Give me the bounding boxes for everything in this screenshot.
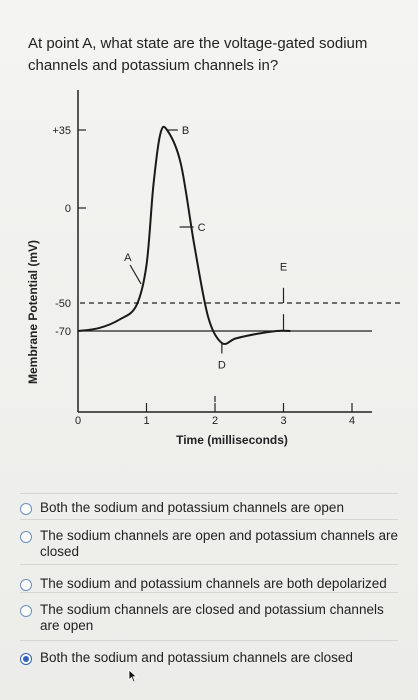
radio-selected-icon[interactable] — [20, 653, 32, 665]
answer-option-4[interactable]: The sodium channels are closed and potas… — [20, 602, 400, 634]
y-tick-label: -70 — [55, 326, 71, 338]
answer-option-label: The sodium channels are open and potassi… — [40, 528, 398, 559]
y-tick-label: -50 — [55, 298, 71, 310]
x-tick-label: 3 — [280, 415, 286, 427]
mouse-cursor-icon — [128, 669, 138, 683]
answer-option-5[interactable]: Both the sodium and potassium channels a… — [20, 650, 400, 666]
radio-unselected-icon[interactable] — [20, 503, 32, 515]
action-potential-curve — [77, 125, 291, 346]
option-divider — [20, 640, 398, 641]
question-text: At point A, what state are the voltage-g… — [28, 35, 368, 74]
answer-option-label: The sodium channels are closed and potas… — [40, 602, 384, 633]
answer-option-label: Both the sodium and potassium channels a… — [40, 500, 344, 515]
radio-unselected-icon[interactable] — [20, 531, 32, 543]
x-tick-label: 4 — [349, 415, 355, 427]
point-label-d: D — [218, 360, 226, 372]
option-divider — [20, 519, 398, 520]
answer-option-label: The sodium and potassium channels are bo… — [40, 576, 387, 591]
option-divider — [20, 493, 398, 494]
x-tick-label: 2 — [212, 415, 218, 427]
answer-option-label: Both the sodium and potassium channels a… — [40, 650, 353, 665]
answer-option-2[interactable]: The sodium channels are open and potassi… — [20, 528, 400, 560]
answer-option-3[interactable]: The sodium and potassium channels are bo… — [20, 576, 400, 592]
point-label-b: B — [182, 125, 189, 137]
point-label-e: E — [280, 262, 287, 274]
action-potential-graph: +35 0 -50 -70 0 1 2 3 4 A B C D E Membrane Potential… — [26, 90, 402, 447]
x-tick-label: 1 — [143, 415, 149, 427]
option-divider — [20, 564, 398, 565]
marker-a — [129, 264, 142, 285]
radio-unselected-icon[interactable] — [20, 605, 32, 617]
x-axis-label: Time (milliseconds) — [176, 433, 288, 447]
y-tick-label: +35 — [52, 125, 71, 137]
y-tick-label: 0 — [65, 203, 71, 215]
option-divider — [20, 592, 398, 593]
radio-unselected-icon[interactable] — [20, 579, 32, 591]
answer-option-1[interactable]: Both the sodium and potassium channels a… — [20, 500, 400, 516]
point-label-c: C — [198, 222, 206, 234]
y-axis-label: Membrane Potential (mV) — [26, 240, 40, 384]
point-label-a: A — [124, 252, 132, 264]
x-tick-label: 0 — [75, 415, 81, 427]
